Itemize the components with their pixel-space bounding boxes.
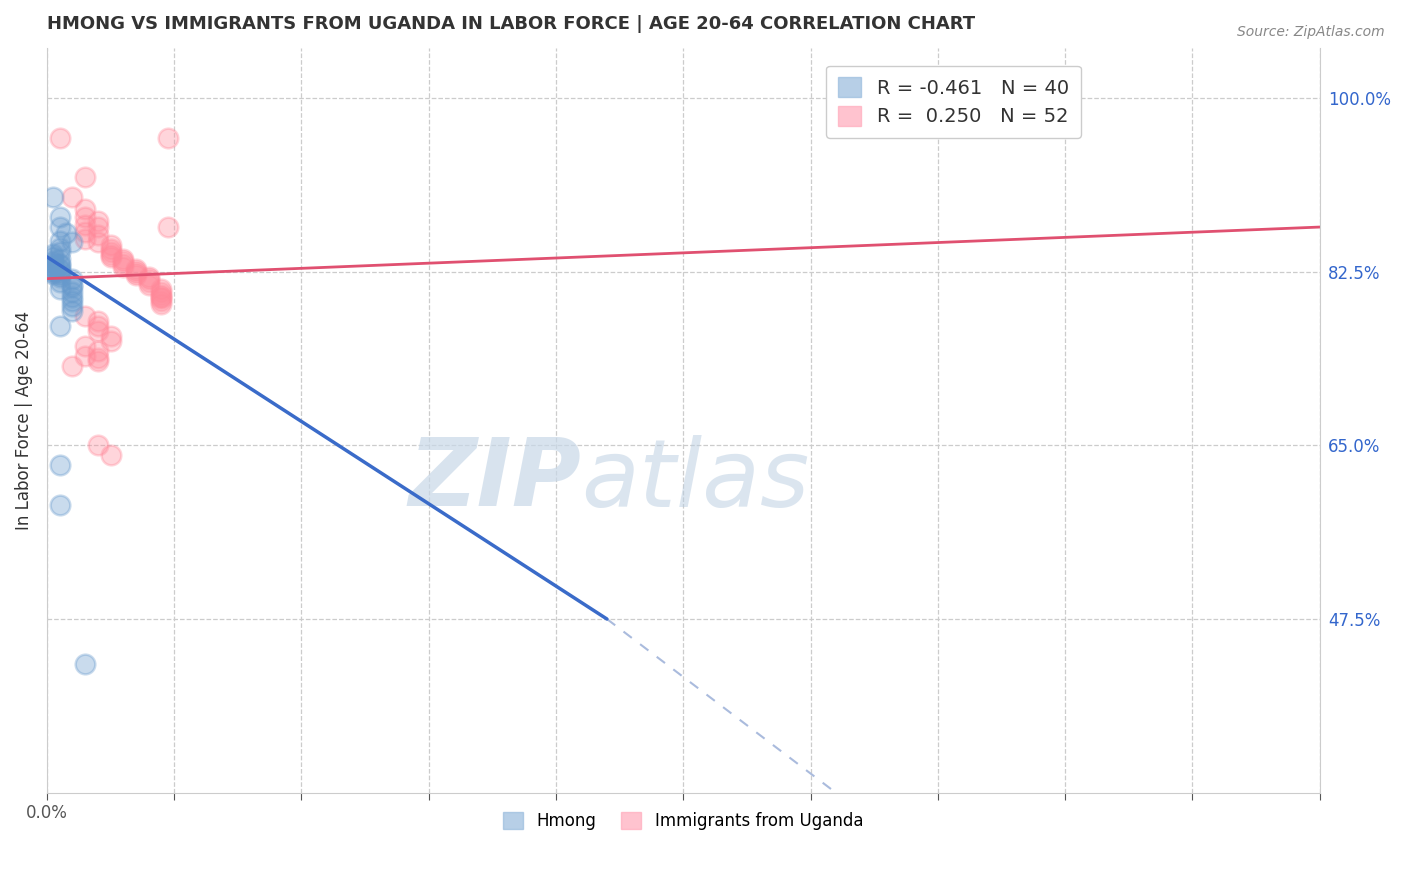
Point (60, 300, 83, 314)
Point (60, 359, 83, 373)
Point (42, 267, 65, 281)
Point (87, 354, 110, 368)
Point (60, 271, 83, 285)
Point (100, 244, 122, 259)
Point (150, 282, 173, 296)
Point (87, 314, 110, 328)
Point (48, 268, 70, 282)
Point (48, 282, 70, 296)
Point (100, 242, 122, 256)
Point (87, 344, 110, 359)
Point (150, 289, 173, 303)
Point (75, 218, 97, 232)
Point (100, 329, 122, 343)
Point (87, 324, 110, 338)
Point (100, 250, 122, 264)
Text: ZIP: ZIP (409, 434, 582, 526)
Point (48, 275, 70, 289)
Point (48, 266, 70, 280)
Point (55, 226, 77, 240)
Text: Source: ZipAtlas.com: Source: ZipAtlas.com (1237, 25, 1385, 39)
Text: atlas: atlas (582, 434, 810, 525)
Point (150, 297, 173, 311)
Point (112, 253, 135, 268)
Point (112, 260, 135, 274)
Point (125, 266, 148, 280)
Point (75, 310, 97, 324)
Point (42, 250, 65, 264)
Point (48, 220, 70, 235)
Point (125, 263, 148, 277)
Point (150, 285, 173, 299)
Point (60, 235, 83, 249)
Point (48, 257, 70, 271)
Point (42, 247, 65, 261)
Point (75, 232, 97, 246)
Point (48, 252, 70, 266)
Point (60, 304, 83, 318)
Point (42, 256, 65, 270)
Point (138, 275, 160, 289)
Point (112, 257, 135, 271)
Point (42, 260, 65, 274)
Point (100, 238, 122, 252)
Point (48, 498, 70, 512)
Point (125, 261, 148, 276)
Point (48, 269, 70, 284)
Point (42, 263, 65, 277)
Point (87, 227, 110, 242)
Point (156, 130, 179, 145)
Point (48, 234, 70, 248)
Point (87, 351, 110, 365)
Point (75, 349, 97, 363)
Text: HMONG VS IMMIGRANTS FROM UGANDA IN LABOR FORCE | AGE 20-64 CORRELATION CHART: HMONG VS IMMIGRANTS FROM UGANDA IN LABOR… (46, 15, 974, 33)
Point (75, 202, 97, 217)
Point (60, 285, 83, 299)
Point (125, 268, 148, 282)
Point (48, 261, 70, 276)
Point (75, 339, 97, 353)
Point (48, 319, 70, 334)
Point (138, 277, 160, 292)
Point (156, 220, 179, 235)
Point (87, 214, 110, 228)
Point (87, 438, 110, 452)
Point (42, 265, 65, 279)
Point (48, 130, 70, 145)
Point (150, 287, 173, 301)
Legend: Hmong, Immigrants from Uganda: Hmong, Immigrants from Uganda (496, 805, 870, 837)
Point (48, 210, 70, 224)
Point (42, 260, 65, 275)
Point (75, 657, 97, 671)
Point (150, 294, 173, 309)
Point (100, 248, 122, 262)
Point (75, 225, 97, 239)
Point (48, 258, 70, 272)
Point (100, 448, 122, 462)
Point (42, 253, 65, 268)
Point (60, 190, 83, 204)
Point (60, 277, 83, 292)
Point (87, 319, 110, 334)
Point (87, 220, 110, 235)
Point (87, 235, 110, 249)
Point (75, 170, 97, 185)
Point (112, 252, 135, 266)
Point (48, 244, 70, 259)
Point (48, 241, 70, 255)
Point (150, 292, 173, 306)
Point (75, 210, 97, 224)
Point (42, 259, 65, 273)
Point (138, 271, 160, 285)
Point (100, 334, 122, 348)
Y-axis label: In Labor Force | Age 20-64: In Labor Force | Age 20-64 (15, 311, 32, 530)
Point (48, 262, 70, 277)
Point (42, 190, 65, 204)
Point (48, 458, 70, 473)
Point (60, 279, 83, 293)
Point (138, 269, 160, 284)
Point (60, 289, 83, 303)
Point (60, 294, 83, 309)
